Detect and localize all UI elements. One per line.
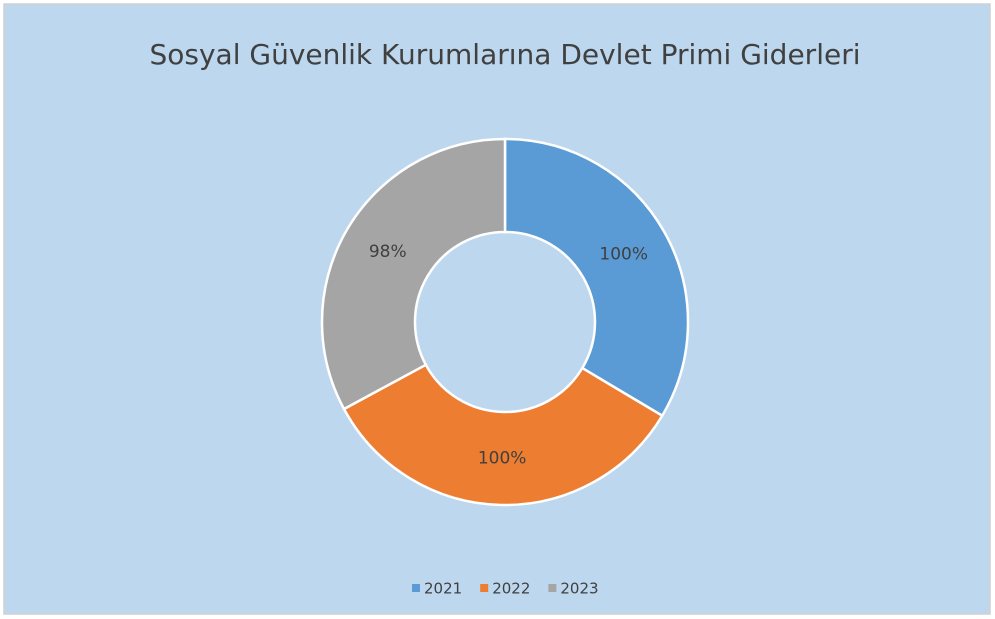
data-label: 98%	[369, 242, 407, 262]
chart-background	[3, 3, 991, 615]
donut-segment	[320, 137, 507, 411]
donut-segment	[503, 137, 690, 418]
legend-swatch	[412, 584, 420, 592]
legend-swatch	[548, 584, 557, 592]
donut-segment	[342, 363, 664, 507]
data-label: 100%	[599, 245, 648, 265]
legend-label: 2021	[424, 580, 462, 598]
legend-label: 2022	[492, 580, 530, 598]
data-label: 100%	[478, 448, 527, 468]
legend-swatch	[480, 584, 489, 592]
legend-label: 2023	[560, 580, 598, 598]
chart-title: Sosyal Güvenlik Kurumlarına Devlet Primi…	[149, 38, 860, 71]
